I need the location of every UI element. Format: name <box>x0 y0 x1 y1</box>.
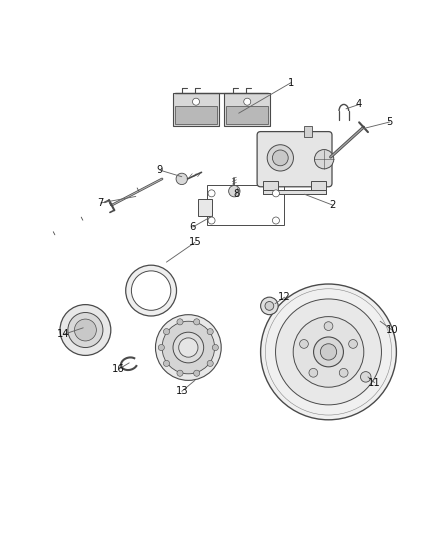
Text: 12: 12 <box>278 292 291 302</box>
Circle shape <box>131 271 171 310</box>
Circle shape <box>300 340 308 349</box>
Text: 10: 10 <box>386 325 398 335</box>
Text: 6: 6 <box>190 222 196 232</box>
Circle shape <box>74 319 96 341</box>
Text: 7: 7 <box>98 198 104 208</box>
Circle shape <box>192 98 199 105</box>
Circle shape <box>207 328 213 335</box>
Bar <box>224 93 270 126</box>
Circle shape <box>349 340 357 349</box>
Text: 15: 15 <box>188 237 201 247</box>
Text: 5: 5 <box>387 117 393 127</box>
Bar <box>207 185 284 225</box>
Bar <box>304 126 312 138</box>
Circle shape <box>212 344 219 351</box>
Circle shape <box>158 344 164 351</box>
Circle shape <box>208 190 215 197</box>
Circle shape <box>276 299 381 405</box>
Circle shape <box>272 190 279 197</box>
Text: 11: 11 <box>368 377 381 387</box>
Circle shape <box>126 265 177 316</box>
Circle shape <box>293 317 364 387</box>
Circle shape <box>267 145 293 171</box>
Circle shape <box>265 302 274 310</box>
Bar <box>263 190 326 194</box>
Circle shape <box>208 217 215 224</box>
Text: 13: 13 <box>176 386 188 397</box>
Circle shape <box>177 370 183 376</box>
Text: 16: 16 <box>112 365 125 374</box>
Circle shape <box>179 338 198 357</box>
Circle shape <box>261 284 396 420</box>
Circle shape <box>339 368 348 377</box>
Text: 14: 14 <box>57 329 70 340</box>
Text: 9: 9 <box>157 165 163 175</box>
Circle shape <box>194 370 200 376</box>
Circle shape <box>309 368 318 377</box>
Circle shape <box>155 314 221 381</box>
Circle shape <box>324 322 333 330</box>
Circle shape <box>163 328 170 335</box>
Text: 1: 1 <box>288 77 294 87</box>
Circle shape <box>314 337 343 367</box>
Circle shape <box>176 173 187 184</box>
Circle shape <box>162 321 215 374</box>
FancyBboxPatch shape <box>257 132 332 187</box>
Circle shape <box>360 372 371 382</box>
Circle shape <box>229 185 240 197</box>
Circle shape <box>173 332 204 363</box>
Circle shape <box>207 360 213 367</box>
Circle shape <box>314 150 334 169</box>
Circle shape <box>272 217 279 224</box>
Bar <box>263 181 278 194</box>
Bar <box>175 106 217 124</box>
Text: 4: 4 <box>356 100 362 109</box>
Circle shape <box>68 312 103 348</box>
Bar <box>226 106 268 124</box>
Circle shape <box>194 319 200 325</box>
Bar <box>198 199 212 216</box>
Bar <box>311 181 326 194</box>
Circle shape <box>163 360 170 367</box>
Circle shape <box>244 98 251 105</box>
Text: 2: 2 <box>330 200 336 210</box>
Text: 8: 8 <box>233 189 240 199</box>
Circle shape <box>177 319 183 325</box>
Bar <box>173 93 219 126</box>
Circle shape <box>60 304 111 356</box>
Circle shape <box>261 297 278 314</box>
Circle shape <box>272 150 288 166</box>
Circle shape <box>320 344 337 360</box>
